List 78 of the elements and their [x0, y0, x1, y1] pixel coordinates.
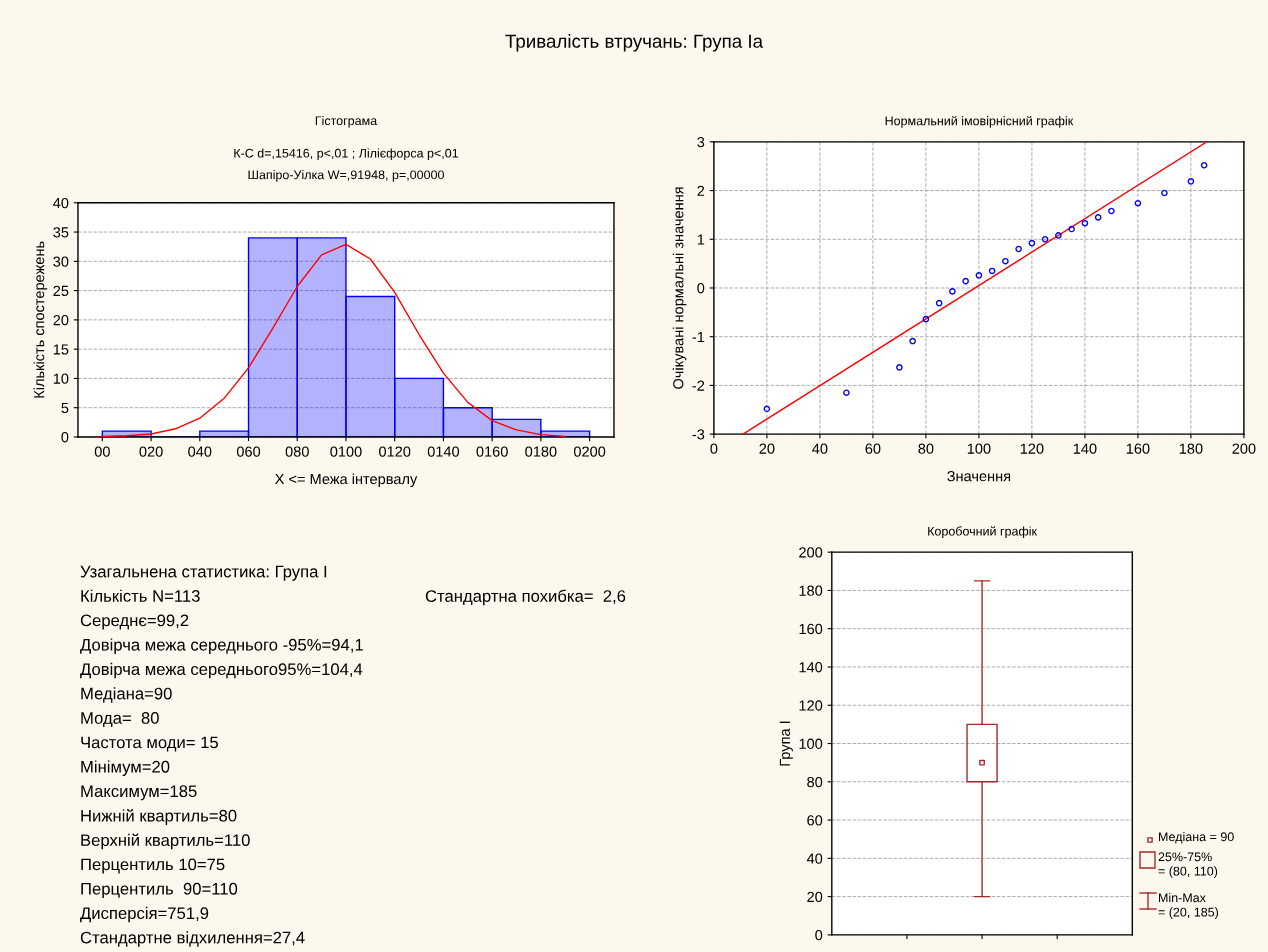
y-tick-label: 5	[61, 402, 69, 414]
x-tick-label: 020	[139, 446, 163, 457]
x-tick-label: 180	[1179, 443, 1203, 454]
x-tick-label: 0160	[476, 446, 508, 457]
text: Стандартна похибка= 2,6	[425, 589, 626, 606]
chart-title: Коробочний графік	[928, 526, 1038, 539]
chart-title: Гістограма	[315, 115, 378, 128]
y-tick-label: 0	[61, 432, 69, 443]
x-tick-label: 040	[188, 446, 212, 457]
x-tick-label: 20	[759, 443, 775, 454]
x-axis-title: Значення	[947, 471, 1011, 482]
text: Довірча межа середнього -95%=94,1	[80, 638, 363, 654]
x-tick-label: 120	[1020, 443, 1044, 454]
chart-title: Нормальний імовірнісний графік	[885, 115, 1074, 128]
y-tick-label: 160	[799, 623, 823, 635]
text: 25%-75% = (80, 110)	[1158, 852, 1218, 879]
y-axis-title: Очікувані нормальні значення	[672, 187, 687, 389]
text: Частота моди= 15	[81, 736, 218, 752]
text: Мінімум=20	[81, 760, 170, 776]
x-tick-label: 0	[710, 443, 718, 454]
x-tick-label: 0140	[427, 446, 460, 457]
text: Мода= 80	[81, 712, 159, 728]
text: Максимум=185	[81, 785, 197, 801]
y-tick-label: -3	[692, 429, 705, 440]
text: Середнє=99,2	[80, 614, 189, 630]
text: Дисперсія=751,9	[80, 906, 209, 923]
y-tick-label: 20	[807, 891, 823, 903]
text: Медіана = 90	[1159, 832, 1234, 844]
y-tick-label: 10	[53, 373, 69, 384]
x-tick-label: 060	[236, 446, 261, 457]
y-tick-label: 3	[697, 136, 705, 148]
y-tick-label: 100	[799, 738, 823, 749]
y-tick-label: 80	[807, 776, 823, 788]
x-tick-label: 140	[1073, 443, 1097, 454]
x-tick-label: 00	[94, 446, 110, 457]
chart-subtitle: К-С d=,15416, p<,01 ; Лілієфорса p<,01 Шапіро-Уілка W=,91948, p=,00000	[234, 148, 459, 182]
x-tick-label: 60	[865, 443, 881, 454]
y-tick-label: 40	[806, 853, 823, 864]
text: Перцентиль 10=75	[81, 858, 225, 874]
y-tick-label: 0	[815, 929, 823, 941]
y-tick-label: 200	[799, 547, 823, 558]
y-tick-label: 1	[697, 234, 705, 245]
text: Нижній квартиль=80	[81, 809, 237, 825]
y-axis-title: Кількість спостережень	[33, 241, 48, 398]
y-tick-label: 25	[53, 285, 69, 297]
x-tick-label: 0180	[525, 446, 557, 457]
x-tick-label: 80	[918, 443, 934, 454]
y-tick-label: 30	[53, 256, 69, 267]
y-tick-label: 40	[53, 197, 69, 209]
y-tick-label: 20	[53, 314, 69, 326]
text: Стандартне відхилення=27,4	[80, 931, 305, 947]
y-tick-label: -1	[692, 331, 705, 342]
x-tick-label: 0120	[379, 446, 411, 457]
x-tick-label: 0100	[330, 446, 362, 457]
y-tick-label: 35	[53, 227, 69, 238]
y-tick-label: 0	[697, 283, 705, 294]
text: Min-Max = (20, 185)	[1158, 893, 1219, 920]
text: Верхній квартиль=110	[81, 833, 250, 850]
y-tick-label: -2	[692, 380, 705, 391]
y-tick-label: 2	[697, 185, 705, 196]
text: Перцентиль 90=110	[81, 882, 238, 898]
y-tick-label: 180	[799, 585, 823, 596]
x-tick-label: 200	[1232, 443, 1256, 454]
y-tick-label: 60	[807, 815, 823, 826]
x-tick-label: 100	[967, 443, 991, 454]
y-tick-label: 120	[799, 700, 823, 711]
y-tick-label: 15	[53, 344, 69, 355]
text: Узагальнена статистика: Група І	[80, 565, 327, 581]
x-tick-label: 0200	[573, 446, 606, 457]
x-axis-title: X <= Межа інтервалу	[275, 473, 418, 488]
x-tick-label: 160	[1126, 443, 1150, 454]
y-tick-label: 140	[799, 662, 823, 673]
text: Медіана=90	[81, 687, 172, 703]
x-tick-label: 080	[285, 446, 309, 457]
y-axis-title: Група І	[779, 721, 793, 766]
text: Довірча межа середнього95%=104,4	[80, 662, 363, 679]
text: Кількість N=113	[81, 589, 200, 602]
text: Тривалість втручань: Група Іа	[505, 34, 764, 52]
